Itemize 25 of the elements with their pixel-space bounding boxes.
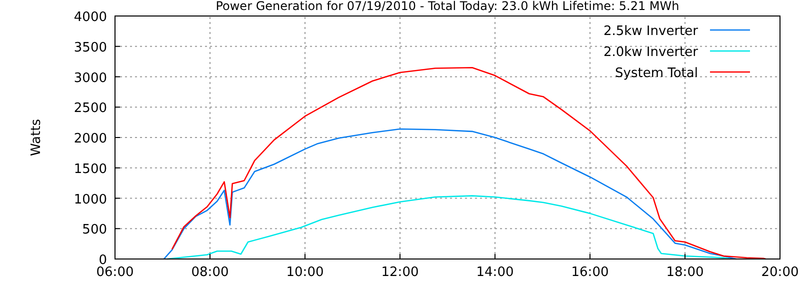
y-tick-label: 500 (82, 222, 107, 238)
legend-label: 2.5kw Inverter (603, 24, 699, 39)
y-tick-label: 1000 (74, 192, 107, 208)
y-tick-label: 3500 (74, 40, 107, 56)
x-tick-label: 18:00 (666, 265, 704, 280)
x-tick-label: 16:00 (571, 265, 609, 280)
x-tick-label: 14:00 (476, 265, 514, 280)
y-tick-label: 4000 (74, 10, 107, 25)
x-tick-label: 06:00 (96, 265, 134, 280)
y-tick-label: 3000 (74, 70, 107, 86)
x-tick-label: 10:00 (286, 265, 324, 280)
line-series (171, 66, 766, 260)
x-tick-label: 08:00 (191, 265, 229, 280)
y-tick-label: 2500 (74, 101, 107, 116)
y-axis-title: Watts (29, 118, 44, 156)
legend-label: 2.0kw Inverter (603, 45, 699, 60)
line-series (166, 195, 731, 260)
y-tick-label: 2000 (74, 132, 107, 146)
x-tick-label: 20:00 (761, 265, 799, 280)
y-tick-label: 0 (98, 253, 107, 268)
chart-title: Power Generation for 07/19/2010 - Total Today: 23.0 kWh Lifetime: 5.21 MWh (216, 0, 680, 13)
x-tick-label: 12:00 (381, 265, 419, 280)
legend-label: System Total (615, 66, 698, 81)
line-series (163, 128, 737, 260)
y-tick-label: 1500 (74, 162, 107, 177)
